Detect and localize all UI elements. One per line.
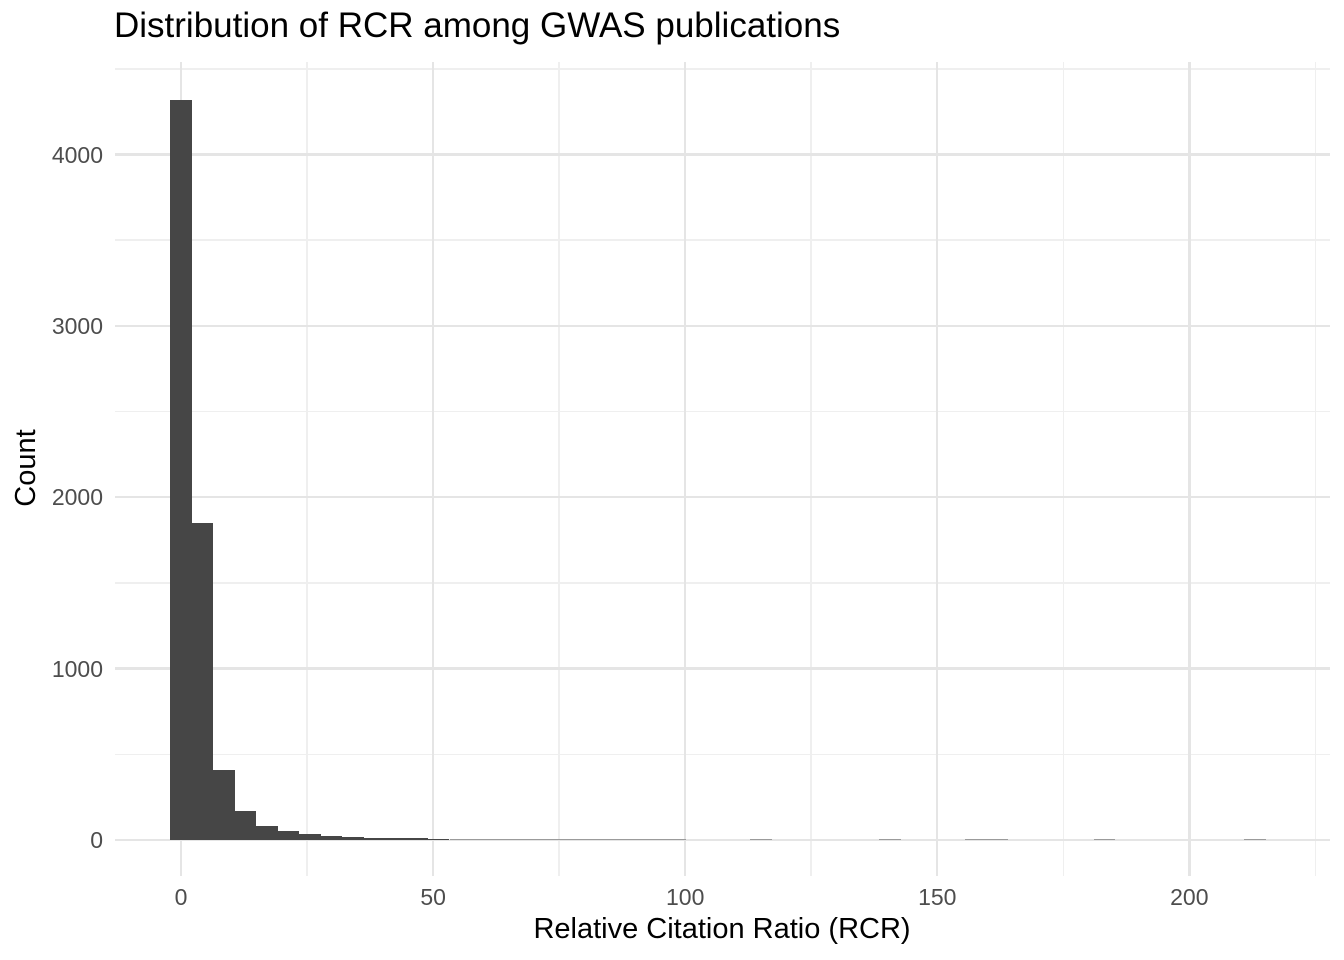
gridline-x-minor <box>1314 62 1317 876</box>
gridline-y-major <box>115 838 1330 842</box>
gridline-x-major <box>683 62 687 876</box>
gridline-x-minor <box>558 62 560 876</box>
histogram-bar <box>599 838 622 840</box>
gridline-y-major <box>115 153 1330 156</box>
histogram-bar <box>470 838 493 840</box>
x-tick-label: 0 <box>174 884 188 910</box>
histogram-bar <box>191 522 214 840</box>
y-axis-title: Count <box>10 429 42 507</box>
gridline-y-minor <box>115 239 1330 241</box>
histogram-bar <box>363 837 386 840</box>
histogram-bar <box>664 838 686 840</box>
histogram-bar <box>535 838 557 840</box>
y-tick-label: 1000 <box>51 655 103 682</box>
x-tick-label: 100 <box>666 884 705 910</box>
plot-title: Distribution of RCR among GWAS publicati… <box>114 6 841 45</box>
x-tick-label: 200 <box>1170 884 1209 910</box>
gridline-x-major <box>1188 62 1191 876</box>
gridline-x-minor <box>810 62 812 876</box>
histogram-bar <box>492 838 514 840</box>
plot-panel <box>115 62 1330 876</box>
gridline-x-minor <box>306 62 308 876</box>
gridline-x-major <box>936 62 939 876</box>
gridline-y-minor <box>115 68 1330 70</box>
histogram-bar <box>385 838 407 840</box>
gridline-x-minor <box>1062 62 1065 876</box>
y-tick-label: 0 <box>90 827 103 853</box>
histogram-bar <box>213 769 235 840</box>
histogram-bar <box>556 838 579 840</box>
gridline-y-major <box>115 667 1330 670</box>
histogram-bar <box>320 836 343 840</box>
x-tick-label: 150 <box>918 884 957 910</box>
histogram-bar <box>1093 838 1116 840</box>
gridline-y-minor <box>115 410 1330 413</box>
histogram-bar <box>406 838 429 840</box>
histogram-bar <box>449 838 471 840</box>
histogram-bar <box>1244 838 1266 840</box>
histogram-bar <box>642 838 665 840</box>
histogram-bar <box>578 838 600 840</box>
histogram-bar <box>750 838 772 840</box>
histogram-bar <box>299 834 321 840</box>
x-tick-label: 50 <box>420 884 446 910</box>
y-tick-label: 2000 <box>51 484 103 511</box>
histogram-bar <box>234 810 257 840</box>
histogram-bar <box>256 826 278 840</box>
histogram-bar <box>428 838 450 840</box>
histogram-bar <box>342 836 364 840</box>
histogram-bar <box>986 838 1008 840</box>
histogram-bar <box>621 838 643 840</box>
histogram-bar <box>277 831 300 840</box>
gridline-y-major <box>115 324 1330 328</box>
gridline-y-major <box>115 496 1330 499</box>
gridline-x-major <box>431 62 435 876</box>
y-tick-label: 4000 <box>51 141 103 168</box>
histogram-bar <box>879 838 901 840</box>
gridline-y-minor <box>115 582 1330 584</box>
histogram-bar <box>964 838 987 840</box>
histogram-bar <box>513 838 536 840</box>
histogram-bar <box>170 99 192 840</box>
y-tick-label: 3000 <box>51 312 103 339</box>
x-axis-title: Relative Citation Ratio (RCR) <box>533 913 911 945</box>
gridline-y-minor <box>115 753 1330 756</box>
